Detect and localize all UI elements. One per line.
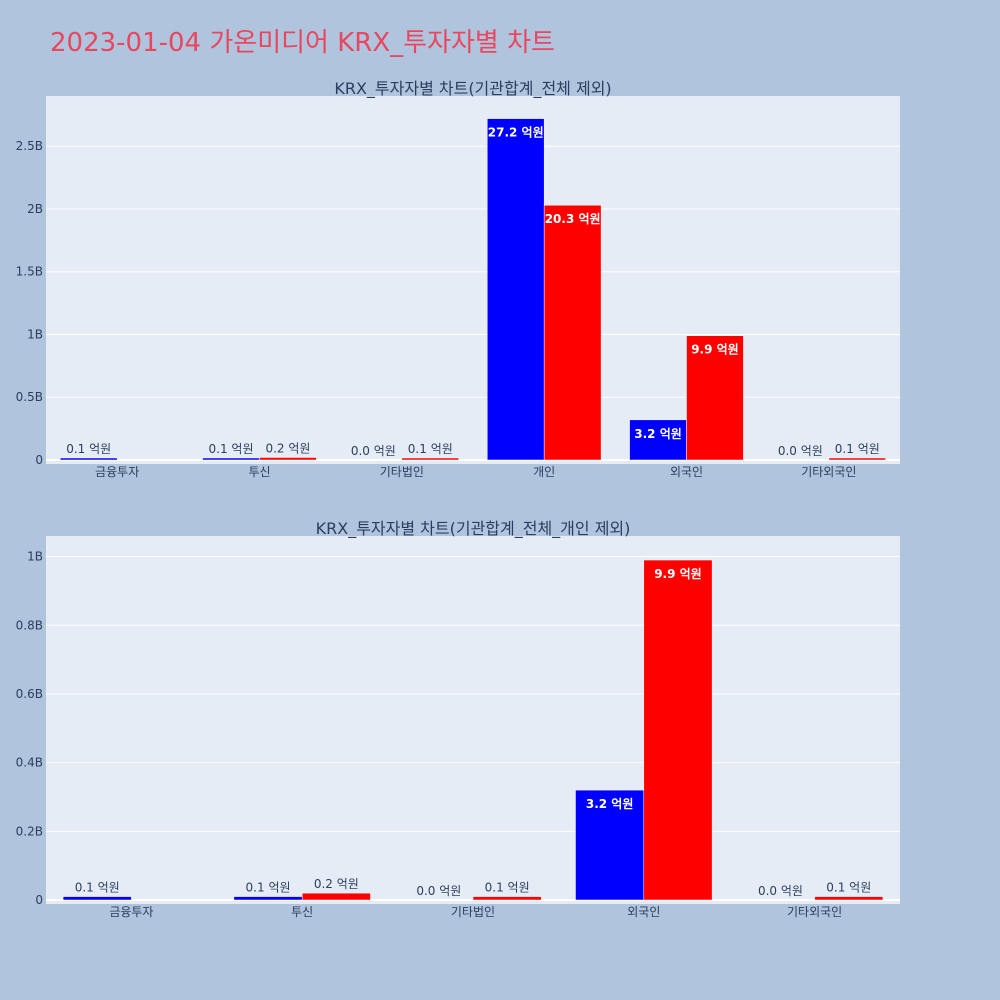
data-label: 0.2 억원 [314, 877, 359, 891]
bar [686, 335, 744, 461]
y-tick-label: 0.6B [16, 687, 43, 701]
data-label: 0.0 억원 [778, 444, 823, 458]
bar [543, 204, 602, 461]
bar [828, 457, 887, 461]
y-tick-label: 1B [27, 327, 43, 341]
bar [401, 457, 460, 461]
x-tick-label: 기타법인 [451, 905, 495, 919]
data-label: 0.1 억원 [209, 442, 254, 456]
y-tick-label: 0.2B [16, 824, 43, 838]
data-label: 20.3 억원 [545, 212, 601, 226]
chart-title: KRX_투자자별 차트(기관합계_전체_개인 제외) [316, 519, 631, 539]
bar [814, 896, 884, 901]
plot-area-0 [46, 96, 900, 464]
data-label: 0.1 억원 [75, 881, 120, 895]
data-label: 0.1 억원 [835, 442, 880, 456]
data-label: 0.1 억원 [485, 881, 530, 895]
page-title: 2023-01-04 가온미디어 KRX_투자자별 차트 [50, 28, 555, 58]
data-label: 9.9 억원 [654, 567, 702, 581]
x-tick-label: 투신 [291, 905, 313, 919]
y-tick-label: 2B [27, 202, 43, 216]
bar [486, 118, 545, 461]
bar [233, 896, 303, 901]
data-label: 0.0 억원 [758, 884, 803, 898]
x-tick-label: 기타법인 [380, 465, 424, 479]
x-tick-label: 투신 [248, 465, 270, 479]
x-tick-label: 금융투자 [95, 465, 139, 479]
y-tick-label: 1.5B [16, 265, 43, 279]
data-label: 0.1 억원 [246, 881, 291, 895]
data-label: 27.2 억원 [488, 126, 544, 140]
y-tick-label: 0.4B [16, 756, 43, 770]
y-tick-label: 0.5B [16, 390, 43, 404]
chart-title: KRX_투자자별 차트(기관합계_전체 제외) [334, 79, 611, 99]
x-tick-label: 개인 [533, 465, 555, 479]
bar [259, 457, 317, 461]
data-label: 0.2 억원 [265, 441, 310, 455]
plot-area-1 [46, 536, 900, 904]
y-tick-label: 1B [27, 550, 43, 564]
bar [643, 559, 713, 901]
data-label: 3.2 억원 [586, 797, 634, 811]
y-tick-label: 2.5B [16, 139, 43, 153]
y-tick-label: 0 [35, 893, 43, 907]
data-label: 3.2 억원 [634, 427, 682, 441]
data-label: 9.9 억원 [691, 343, 739, 357]
x-tick-label: 금융투자 [109, 905, 153, 919]
bar [59, 457, 118, 461]
bar [472, 896, 542, 901]
x-tick-label: 외국인 [627, 905, 660, 919]
data-label: 0.1 억원 [408, 442, 453, 456]
x-tick-label: 외국인 [670, 465, 703, 479]
bar [301, 892, 371, 901]
bar [575, 789, 645, 901]
y-tick-label: 0 [35, 453, 43, 467]
x-tick-label: 기타외국인 [801, 465, 856, 479]
data-label: 0.0 억원 [351, 444, 396, 458]
bar [202, 457, 260, 461]
bar [62, 896, 132, 901]
data-label: 0.0 억원 [416, 884, 461, 898]
y-tick-label: 0.8B [16, 618, 43, 632]
data-label: 0.1 억원 [66, 442, 111, 456]
data-label: 0.1 억원 [826, 881, 871, 895]
x-tick-label: 기타외국인 [787, 905, 842, 919]
